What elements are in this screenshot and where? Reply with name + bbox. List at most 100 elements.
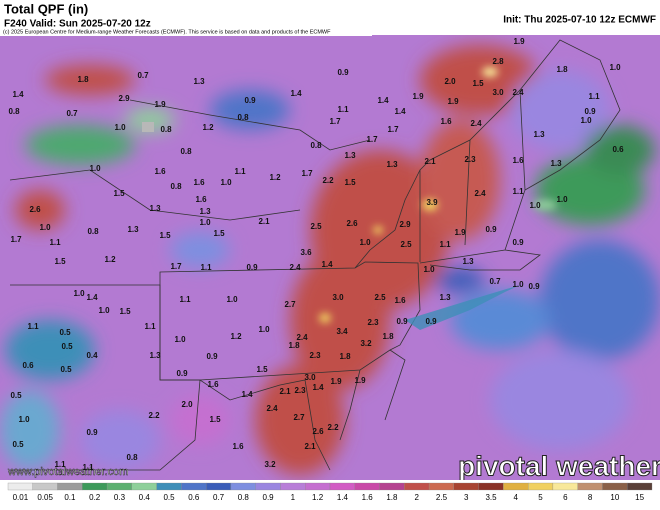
colorbar-label: 0.5	[163, 493, 175, 502]
map-value-label: 0.9	[528, 282, 540, 291]
map-value-label: 1.5	[54, 257, 66, 266]
map-value-label: 1.1	[27, 322, 39, 331]
map-value-label: 1.3	[550, 159, 562, 168]
colorbar-label: 0.6	[188, 493, 200, 502]
map-value-label: 0.8	[237, 113, 249, 122]
colorbar-swatch	[329, 482, 355, 491]
map-value-label: 0.8	[310, 141, 322, 150]
map-value-label: 2.4	[266, 404, 278, 413]
map-value-label: 2.1	[424, 157, 436, 166]
colorbar-label: 0.7	[213, 493, 225, 502]
colorbar-swatch	[577, 482, 603, 491]
map-value-label: 1.0	[556, 195, 568, 204]
map-value-label: 1.9	[354, 376, 366, 385]
map-value-label: 1.7	[387, 125, 399, 134]
colorbar-swatch	[528, 482, 554, 491]
map-value-label: 1.7	[170, 262, 182, 271]
colorbar-swatch	[428, 482, 454, 491]
credit-bg	[0, 28, 372, 36]
map-value-label: 1.3	[193, 77, 205, 86]
map-value-label: 1.8	[288, 341, 300, 350]
map-value-label: 2.3	[464, 155, 476, 164]
map-value-label: 1.1	[512, 187, 524, 196]
map-value-label: 3.2	[264, 460, 276, 469]
map-value-label: 2.0	[181, 400, 193, 409]
map-value-label: 1.0	[512, 280, 524, 289]
map-value-label: 0.9	[425, 317, 437, 326]
map-value-label: 0.5	[61, 342, 73, 351]
colorbar-label: 1.4	[337, 493, 349, 502]
colorbar-label: 0.3	[114, 493, 126, 502]
colorbar-swatch	[404, 482, 430, 491]
map-value-label: 1.7	[10, 235, 22, 244]
map-value-label: 1.5	[213, 229, 225, 238]
map-value-label: 0.7	[137, 71, 149, 80]
map-value-label: 1.1	[179, 295, 191, 304]
map-value-label: 1.6	[232, 442, 244, 451]
map-value-label: 1.2	[104, 255, 116, 264]
map-value-label: 1.4	[394, 107, 406, 116]
colorbar-label: 0.1	[64, 493, 76, 502]
map-value-label: 1.9	[412, 92, 424, 101]
map-value-label: 1.9	[447, 97, 459, 106]
map-value-label: 1.1	[234, 167, 246, 176]
map-value-label: 1.6	[193, 178, 205, 187]
colorbar-swatch	[379, 482, 405, 491]
colorbar-swatch	[503, 482, 529, 491]
colorbar-swatch	[82, 482, 108, 491]
map-value-label: 1.5	[344, 178, 356, 187]
logo: pivotal weather	[458, 450, 660, 481]
map-value-label: 2.3	[367, 318, 379, 327]
map-value-label: 0.7	[489, 277, 501, 286]
colorbar-label: 0.4	[139, 493, 151, 502]
map-value-label: 0.6	[22, 361, 34, 370]
map-value-label: 1.9	[513, 37, 525, 46]
watermark-url: www.pivotalweather.com	[7, 466, 128, 478]
map-value-label: 0.9	[206, 352, 218, 361]
map-value-label: 0.5	[59, 328, 71, 337]
map-value-label: 1.6	[394, 296, 406, 305]
map-value-label: 0.9	[246, 263, 258, 272]
map-value-label: 1.3	[149, 351, 161, 360]
map-value-label: 2.7	[284, 300, 296, 309]
colorbar-label: 0.2	[89, 493, 101, 502]
map-value-label: 1.3	[149, 204, 161, 213]
colorbar-label: 1.8	[386, 493, 398, 502]
map-value-label: 0.8	[87, 227, 99, 236]
map-value-label: 0.9	[485, 225, 497, 234]
colorbar-swatch	[32, 482, 58, 491]
valid-time: F240 Valid: Sun 2025-07-20 12z	[4, 19, 151, 30]
colorbar-swatch	[453, 482, 479, 491]
map-value-label: 1.3	[533, 130, 545, 139]
map-value-label: 2.4	[512, 88, 524, 97]
colorbar-swatch	[280, 482, 306, 491]
map-value-label: 0.8	[126, 453, 138, 462]
colorbar-swatch	[230, 482, 256, 491]
map-value-label: 1.5	[256, 365, 268, 374]
map-value-label: 2.1	[279, 387, 291, 396]
map-value-label: 3.6	[300, 248, 312, 257]
map-value-label: 1.8	[339, 352, 351, 361]
map-value-label: 0.9	[512, 238, 524, 247]
map-value-label: 1.1	[144, 322, 156, 331]
colorbar-swatch	[478, 482, 504, 491]
colorbar-label: 2	[414, 493, 419, 502]
colorbar-label: 3.5	[485, 493, 497, 502]
map-value-label: 2.4	[474, 189, 486, 198]
map-value-label: 0.9	[584, 107, 596, 116]
map-value-label: 1.0	[529, 201, 541, 210]
map-value-label: 1.9	[154, 100, 166, 109]
map-value-label: 1.6	[207, 380, 219, 389]
map-value-label: 2.1	[258, 217, 270, 226]
map-value-label: 0.8	[8, 107, 20, 116]
map-value-label: 1.2	[269, 173, 281, 182]
colorbar-swatch	[57, 482, 83, 491]
map-value-label: 1.1	[54, 460, 66, 469]
colorbar-label: 1	[291, 493, 296, 502]
map-value-label: 1.3	[386, 160, 398, 169]
precip-field	[0, 35, 660, 480]
colorbar-label: 2.5	[436, 493, 448, 502]
colorbar-label: 0.05	[37, 493, 53, 502]
map-value-label: 2.1	[304, 442, 316, 451]
map-value-label: 1.7	[329, 117, 341, 126]
